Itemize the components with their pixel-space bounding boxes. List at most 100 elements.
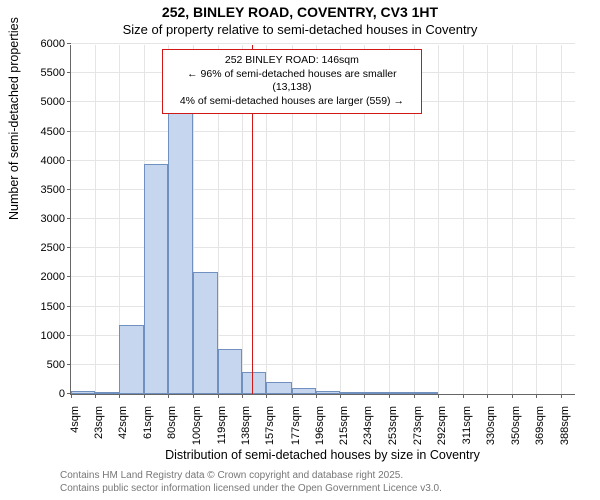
xtick-mark xyxy=(487,394,488,398)
histogram-bar xyxy=(193,272,217,394)
xtick-label: 80sqm xyxy=(166,406,178,439)
histogram-bar xyxy=(71,391,95,395)
xtick-label: 311sqm xyxy=(461,406,473,444)
footer-copyright-2: Contains public sector information licen… xyxy=(60,483,442,494)
ytick-label: 4500 xyxy=(41,126,65,138)
ytick-label: 0 xyxy=(59,388,65,400)
ytick-mark xyxy=(67,101,71,102)
xtick-mark xyxy=(463,394,464,398)
xtick-label: 42sqm xyxy=(117,406,129,439)
histogram-bar xyxy=(266,382,292,394)
ytick-mark xyxy=(67,335,71,336)
histogram-bar xyxy=(414,392,438,394)
xtick-mark xyxy=(144,394,145,398)
histogram-bar xyxy=(95,392,119,394)
y-axis-label: Number of semi-detached properties xyxy=(7,17,21,220)
ytick-label: 3500 xyxy=(41,184,65,196)
gridline-h xyxy=(71,43,575,44)
xtick-label: 119sqm xyxy=(216,406,228,444)
xtick-label: 100sqm xyxy=(191,406,203,445)
xtick-mark xyxy=(512,394,513,398)
xtick-label: 157sqm xyxy=(264,406,276,445)
ytick-label: 5000 xyxy=(41,96,65,108)
xtick-label: 330sqm xyxy=(485,406,497,445)
xtick-label: 369sqm xyxy=(534,406,546,445)
ytick-label: 2500 xyxy=(41,242,65,254)
histogram-bar xyxy=(389,392,415,394)
ytick-label: 500 xyxy=(47,359,65,371)
gridline-v xyxy=(487,45,488,394)
annotation-line3: 4% of semi-detached houses are larger (5… xyxy=(169,95,415,109)
histogram-bar xyxy=(168,112,194,394)
ytick-label: 5500 xyxy=(41,67,65,79)
xtick-label: 292sqm xyxy=(436,406,448,445)
ytick-label: 1500 xyxy=(41,301,65,313)
chart-container: 252, BINLEY ROAD, COVENTRY, CV3 1HT Size… xyxy=(0,0,600,500)
xtick-label: 273sqm xyxy=(412,406,424,445)
xtick-mark xyxy=(119,394,120,398)
histogram-bar xyxy=(316,391,340,394)
xtick-label: 388sqm xyxy=(559,406,571,445)
xtick-label: 138sqm xyxy=(240,406,252,445)
xtick-mark xyxy=(193,394,194,398)
histogram-bar xyxy=(218,349,242,395)
xtick-mark xyxy=(292,394,293,398)
xtick-mark xyxy=(316,394,317,398)
histogram-bar xyxy=(340,392,364,394)
xtick-mark xyxy=(389,394,390,398)
xtick-mark xyxy=(536,394,537,398)
ytick-mark xyxy=(67,160,71,161)
histogram-bar xyxy=(292,388,316,394)
ytick-mark xyxy=(67,131,71,132)
chart-subtitle: Size of property relative to semi-detach… xyxy=(0,22,600,37)
gridline-h xyxy=(71,160,575,161)
xtick-mark xyxy=(414,394,415,398)
chart-title-address: 252, BINLEY ROAD, COVENTRY, CV3 1HT xyxy=(0,4,600,20)
xtick-label: 23sqm xyxy=(93,406,105,439)
ytick-mark xyxy=(67,189,71,190)
xtick-mark xyxy=(340,394,341,398)
xtick-label: 215sqm xyxy=(338,406,350,445)
gridline-v xyxy=(512,45,513,394)
xtick-label: 61sqm xyxy=(142,406,154,439)
gridline-v xyxy=(463,45,464,394)
ytick-mark xyxy=(67,247,71,248)
annotation-box: 252 BINLEY ROAD: 146sqm← 96% of semi-det… xyxy=(162,49,422,114)
xtick-label: 196sqm xyxy=(314,406,326,445)
annotation-line1: 252 BINLEY ROAD: 146sqm xyxy=(169,54,415,68)
xtick-mark xyxy=(266,394,267,398)
ytick-label: 1000 xyxy=(41,330,65,342)
histogram-bar xyxy=(119,325,143,394)
ytick-mark xyxy=(67,72,71,73)
xtick-mark xyxy=(242,394,243,398)
ytick-mark xyxy=(67,276,71,277)
xtick-label: 350sqm xyxy=(510,406,522,445)
xtick-label: 4sqm xyxy=(69,406,81,433)
plot-area: 0500100015002000250030003500400045005000… xyxy=(70,45,575,395)
ytick-mark xyxy=(67,218,71,219)
ytick-mark xyxy=(67,43,71,44)
gridline-v xyxy=(438,45,439,394)
gridline-v xyxy=(95,45,96,394)
xtick-mark xyxy=(71,394,72,398)
xtick-mark xyxy=(561,394,562,398)
histogram-bar xyxy=(364,392,388,394)
ytick-mark xyxy=(67,306,71,307)
footer-copyright-1: Contains HM Land Registry data © Crown c… xyxy=(60,470,403,481)
xtick-mark xyxy=(364,394,365,398)
annotation-line2: ← 96% of semi-detached houses are smalle… xyxy=(169,68,415,95)
histogram-bar xyxy=(144,164,168,394)
xtick-mark xyxy=(218,394,219,398)
xtick-label: 177sqm xyxy=(290,406,302,445)
xtick-mark xyxy=(168,394,169,398)
x-axis-label: Distribution of semi-detached houses by … xyxy=(70,448,575,462)
ytick-label: 4000 xyxy=(41,155,65,167)
xtick-mark xyxy=(438,394,439,398)
ytick-label: 2000 xyxy=(41,271,65,283)
gridline-h xyxy=(71,131,575,132)
xtick-mark xyxy=(95,394,96,398)
xtick-label: 253sqm xyxy=(387,406,399,445)
ytick-label: 6000 xyxy=(41,38,65,50)
histogram-bar xyxy=(242,372,266,394)
gridline-v xyxy=(561,45,562,394)
